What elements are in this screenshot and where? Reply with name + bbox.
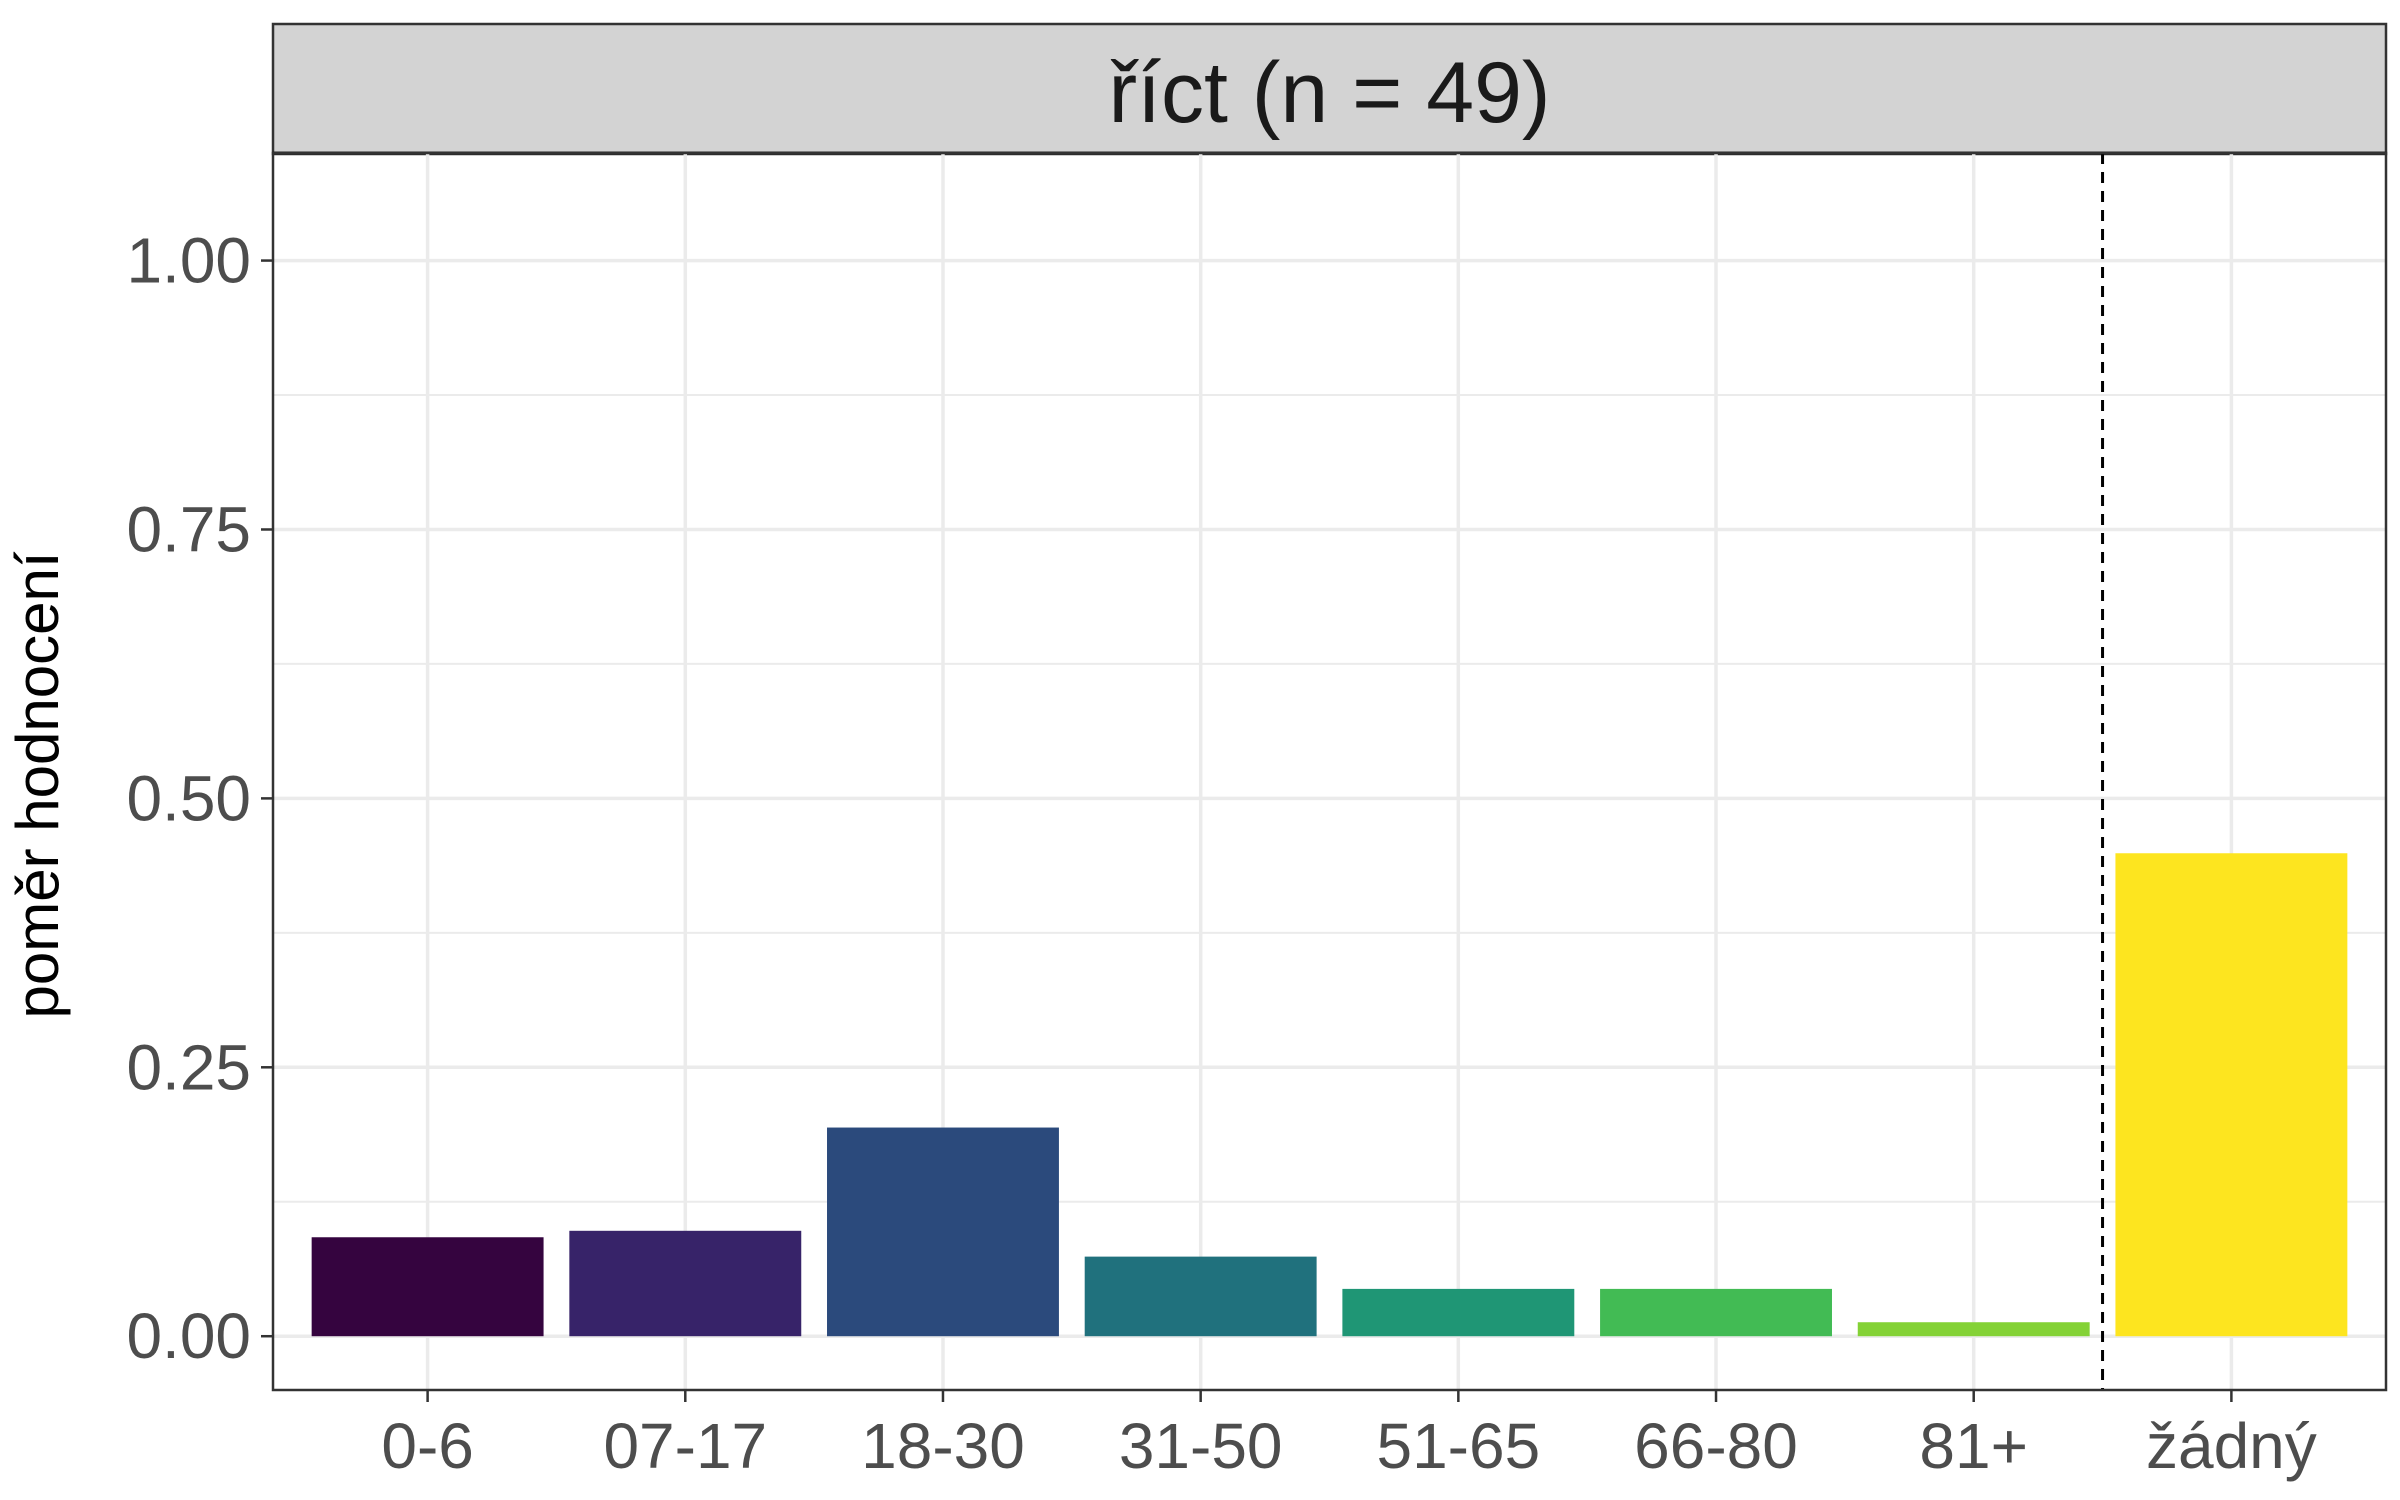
bars (311, 853, 2348, 1337)
bar-žádný (2115, 853, 2348, 1337)
bar-66-80 (1600, 1288, 1832, 1337)
facet-strip: říct (n = 49) (271, 22, 2388, 156)
y-tick-label: 0.75 (126, 493, 251, 565)
y-tick-label: 0.25 (126, 1031, 251, 1103)
y-tick-label: 0.50 (126, 762, 251, 834)
bar-31-50 (1084, 1256, 1317, 1337)
y-axis-title: poměr hodnocení (4, 551, 71, 1018)
x-tick-label: 51-65 (1376, 1410, 1540, 1482)
bar-51-65 (1342, 1288, 1575, 1337)
bar-07-17 (569, 1230, 802, 1337)
y-axis: 0.00 0.25 0.50 0.75 1.00 (126, 225, 273, 1372)
x-tick-label: 81+ (1919, 1410, 2028, 1482)
y-tick-label: 0.00 (126, 1300, 251, 1372)
facet-strip-background (271, 22, 2388, 156)
bar-0-6 (311, 1237, 544, 1337)
y-tick-label: 1.00 (126, 225, 251, 297)
x-tick-label: 0-6 (381, 1410, 474, 1482)
x-tick-label: 18-30 (861, 1410, 1025, 1482)
x-tick-label: žádný (2146, 1410, 2317, 1482)
x-tick-label: 31-50 (1119, 1410, 1283, 1482)
panel-border (271, 151, 2388, 1392)
bar-18-30 (827, 1127, 1059, 1337)
plot-panel (271, 151, 2388, 1392)
grid-minor (273, 394, 2386, 1203)
bar-81+ (1857, 1322, 2090, 1337)
x-axis: 0-6 07-17 18-30 31-50 51-65 66-80 81+ žádný (381, 1390, 2317, 1482)
x-tick-label: 66-80 (1634, 1410, 1798, 1482)
facet-title: říct (n = 49) (1108, 45, 1550, 141)
x-tick-label: 07-17 (603, 1410, 767, 1482)
